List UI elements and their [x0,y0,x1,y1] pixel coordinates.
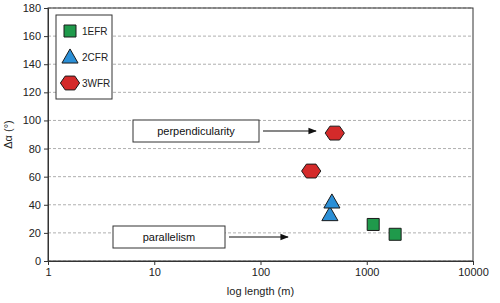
x-tick-mark [367,261,368,265]
plot: 1 10 100 1000 10000 0 20 40 60 80 100 120 140 160 180 1… [23,2,489,278]
point [325,126,344,140]
series [367,218,401,240]
x-tick: 1000 [355,261,379,278]
y-tick-mark [44,233,48,234]
x-tick-mark [154,261,155,265]
y-tick: 140 [23,58,48,70]
annotation-text: parallelism [143,231,196,243]
x-axis: 1 10 100 1000 10000 [45,261,488,278]
annotation-box [113,226,225,248]
x-tick-label: 1 [45,266,51,278]
y-tick-mark [44,92,48,93]
y-tick: 100 [23,114,48,126]
legend-label: 3WFR [82,78,110,89]
y-tick: 0 [35,255,48,267]
y-tick-mark [44,64,48,65]
y-tick-mark [44,120,48,121]
y-tick-label: 160 [23,30,41,42]
grid-line [48,176,473,177]
x-axis-title: log length (m) [227,285,294,297]
y-axis-title: Δα (°) [2,120,14,149]
y-tick-label: 80 [29,143,41,155]
grid-line [48,232,473,233]
annotation-arrow [229,236,288,237]
x-tick-mark [473,261,474,265]
x-tick-label: 1000 [355,266,379,278]
legend-label: 2CFR [82,52,108,63]
x-tick: 100 [252,261,270,278]
points [302,126,402,240]
y-tick: 60 [29,171,48,183]
legend: 1EFR 2CFR 3WFR [56,15,112,99]
plot-frame [48,8,473,261]
y-tick-mark [44,205,48,206]
annotation-arrow [263,130,316,131]
x-tick-mark [261,261,262,265]
legend-label: 1EFR [82,26,108,37]
legend-marker [60,76,79,90]
y-tick-mark [44,261,48,262]
grid [48,8,473,261]
x-tick: 1 [45,261,51,278]
x-tick-label: 100 [252,266,270,278]
x-axis-line [49,262,474,266]
y-tick-label: 100 [23,114,41,126]
point [367,218,379,230]
y-tick: 120 [23,86,48,98]
y-tick-mark [44,36,48,37]
grid-line [48,148,473,149]
y-tick: 80 [29,143,48,155]
y-tick: 180 [23,2,48,14]
y-tick-mark [44,149,48,150]
y-tick-mark [44,8,48,9]
point [322,207,338,221]
x-tick: 10000 [458,261,489,278]
annotation-box [133,120,259,142]
y-tick-label: 40 [29,199,41,211]
y-tick: 160 [23,30,48,42]
annotations: perpendicularity parallelism [113,120,316,248]
annotation-text: perpendicularity [157,125,235,137]
series [322,194,340,221]
x-tick: 10 [149,261,161,278]
y-tick-label: 0 [35,255,41,267]
y-tick-label: 60 [29,171,41,183]
legend-marker [62,49,78,63]
legend-box [56,15,112,99]
y-tick-label: 120 [23,86,41,98]
y-axis-line [44,9,49,262]
grid-line [48,120,473,121]
series [302,126,345,178]
y-tick-label: 180 [23,2,41,14]
point [389,228,401,240]
y-axis: 0 20 40 60 80 100 120 140 160 180 [23,2,49,267]
y-tick: 20 [29,227,48,239]
point [324,194,340,208]
grid-line [48,204,473,205]
y-tick-label: 140 [23,58,41,70]
y-tick: 40 [29,199,48,211]
y-tick-label: 20 [29,227,41,239]
x-tick-label: 10 [149,266,161,278]
legend-marker [64,25,76,37]
point [302,164,321,178]
y-tick-mark [44,177,48,178]
x-tick-label: 10000 [458,266,489,278]
